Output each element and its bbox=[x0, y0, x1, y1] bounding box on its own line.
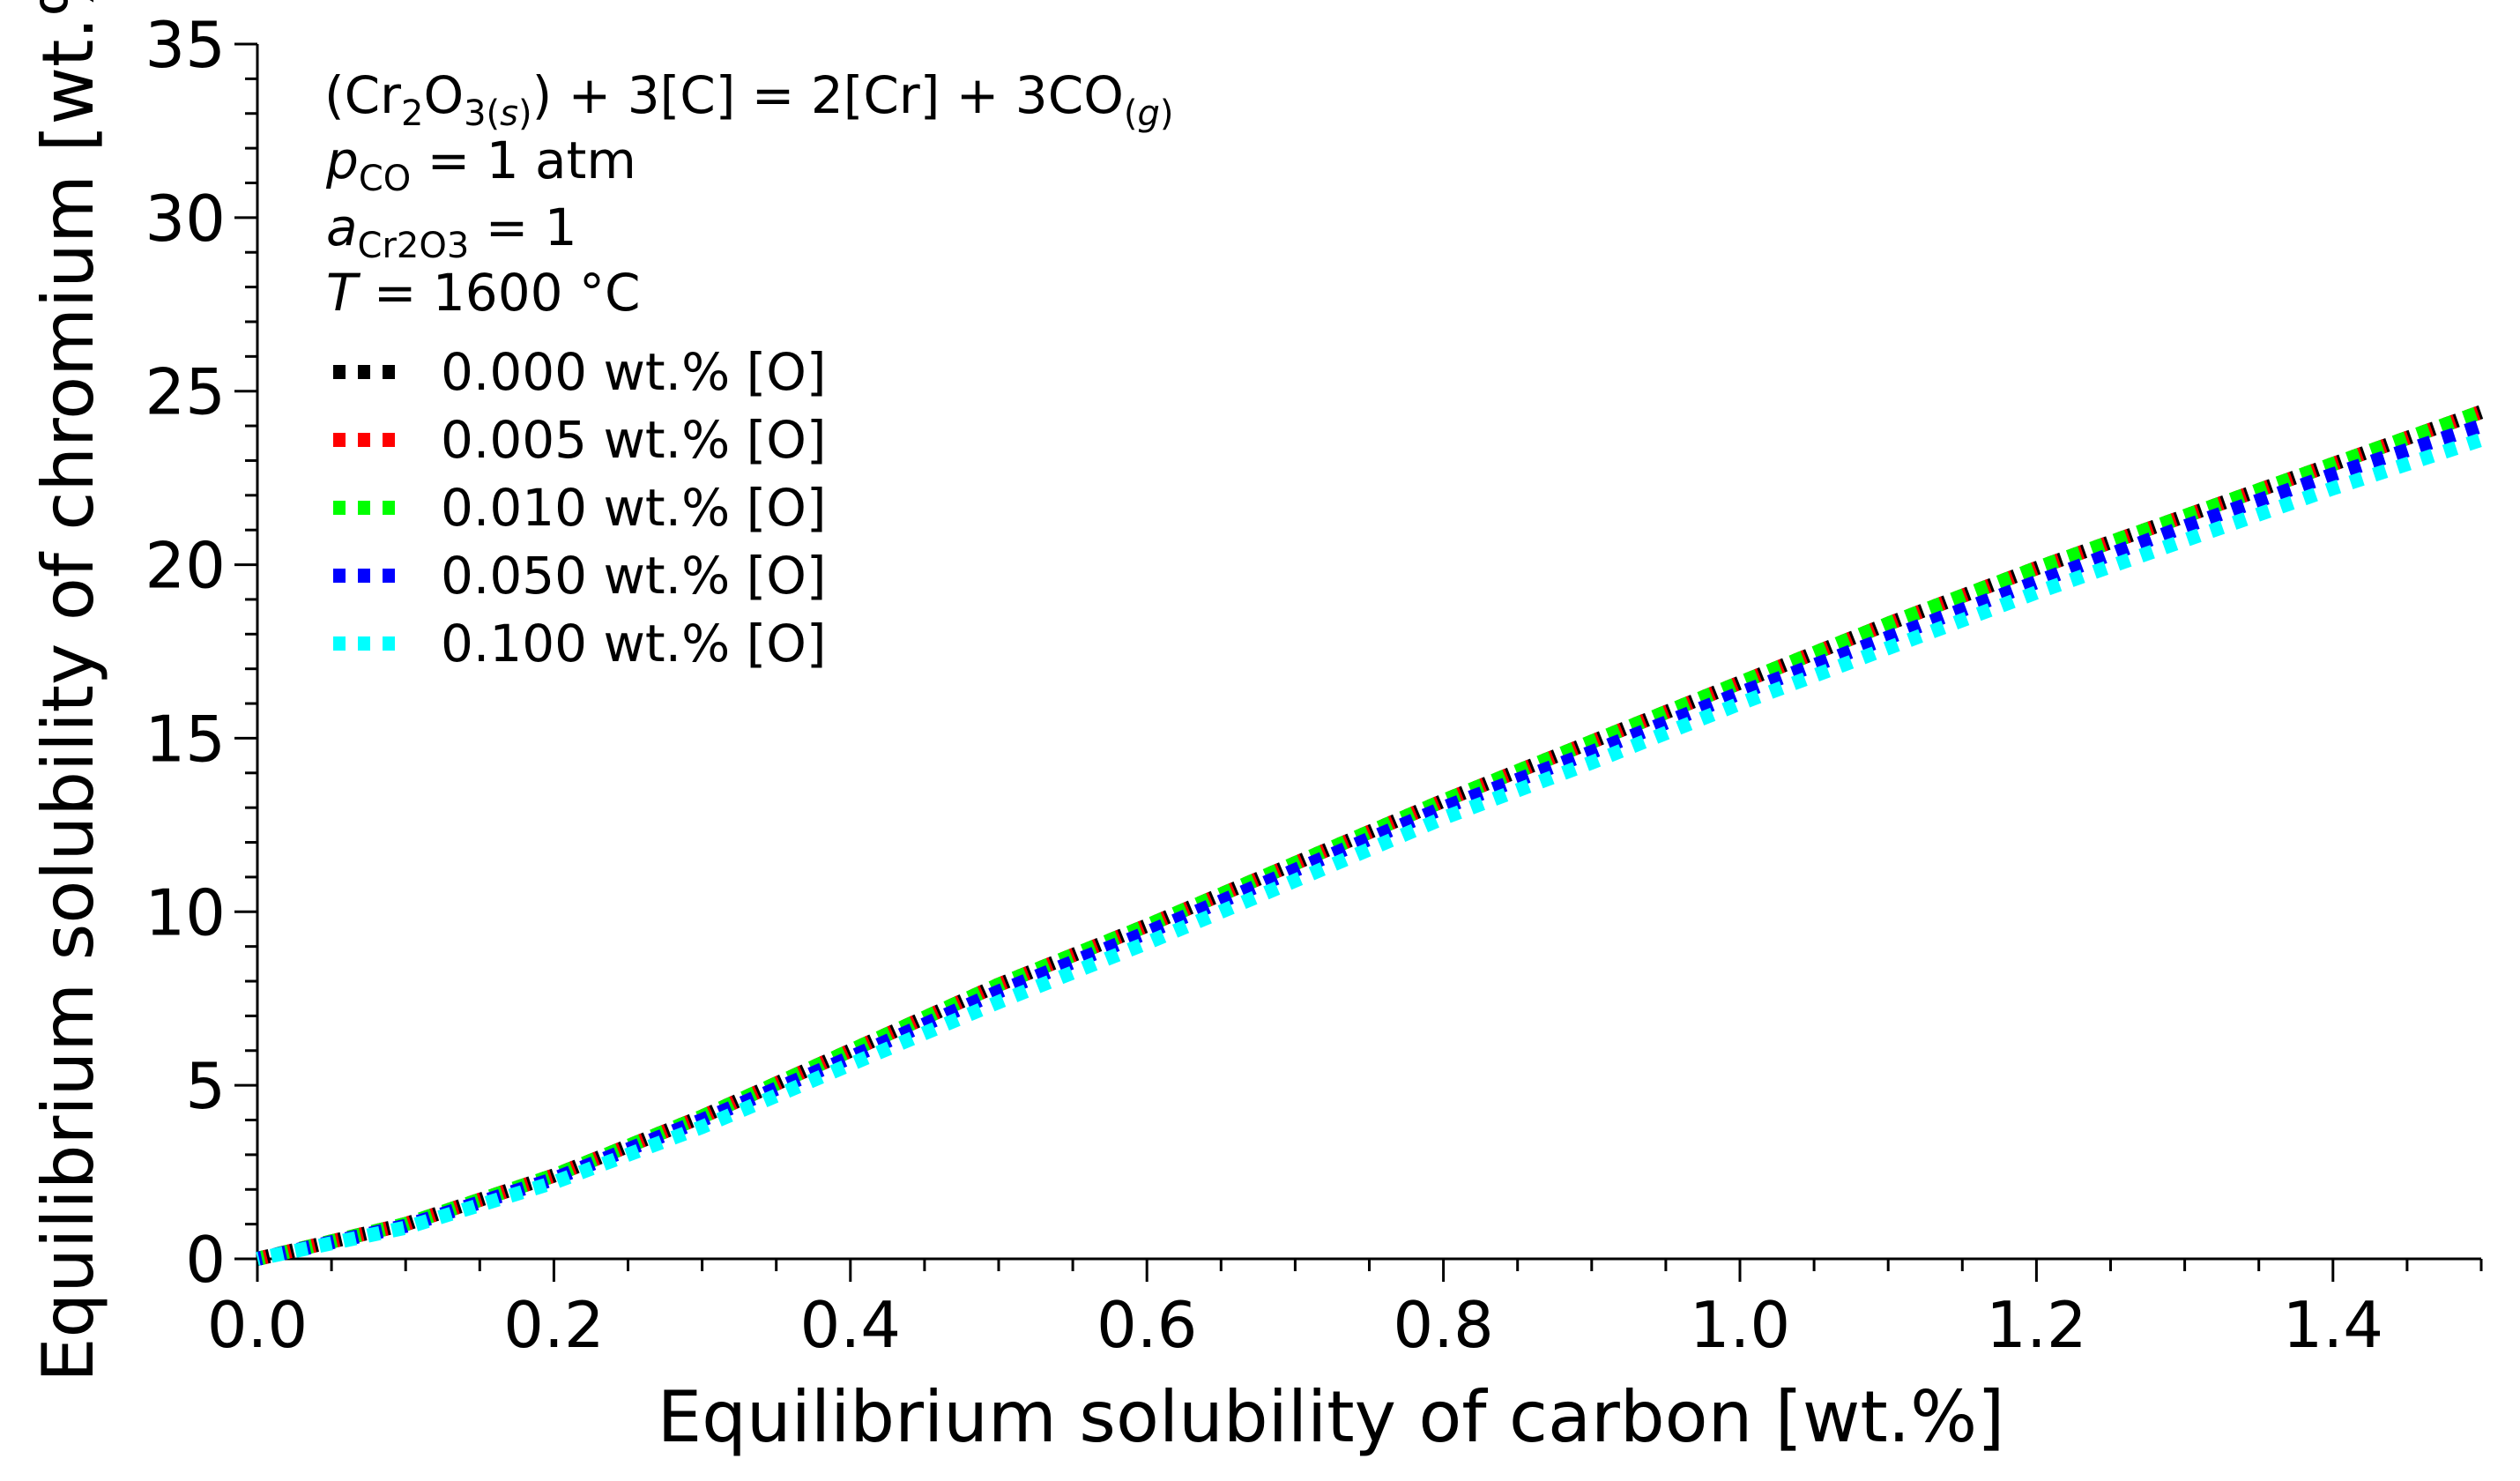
legend-entry: 0.050 wt.% [O] bbox=[333, 546, 827, 606]
legend: 0.000 wt.% [O] 0.005 wt.% [O] 0.010 wt.%… bbox=[333, 342, 827, 674]
y-tick-label: 30 bbox=[145, 182, 226, 256]
legend-label: 0.000 wt.% [O] bbox=[441, 342, 827, 402]
x-tick-label: 0.0 bbox=[207, 1288, 308, 1362]
ticks bbox=[234, 42, 2483, 1282]
legend-entry: 0.010 wt.% [O] bbox=[333, 478, 827, 538]
x-tick-label: 1.4 bbox=[2283, 1288, 2384, 1362]
reaction-equation: (Cr2O3(s)) + 3[C] = 2[Cr] + 3CO(g) bbox=[324, 65, 1173, 134]
y-tick-label: 20 bbox=[145, 529, 226, 603]
y-tick-label: 0 bbox=[185, 1223, 226, 1297]
series-line bbox=[256, 405, 2484, 1266]
pco-annotation: pCO = 1 atm bbox=[325, 130, 636, 199]
temperature-annotation: T = 1600 °C bbox=[326, 263, 640, 323]
legend-label: 0.100 wt.% [O] bbox=[441, 614, 827, 674]
x-tick-label: 0.4 bbox=[800, 1288, 902, 1362]
x-tick-label: 0.2 bbox=[503, 1288, 605, 1362]
x-tick-label: 1.0 bbox=[1690, 1288, 1791, 1362]
x-axis-label: Equilibrium solubility of carbon [wt.%] bbox=[658, 1376, 2005, 1458]
y-tick-label: 15 bbox=[145, 702, 226, 776]
legend-label: 0.005 wt.% [O] bbox=[441, 410, 827, 470]
legend-label: 0.010 wt.% [O] bbox=[441, 478, 827, 538]
legend-label: 0.050 wt.% [O] bbox=[441, 546, 827, 606]
legend-entry: 0.000 wt.% [O] bbox=[333, 342, 827, 402]
tick-labels: 0 5 10 15 20 25 30 35 0.0 0.2 0.4 0.6 0.8 1.0 1.2 1.4 bbox=[145, 8, 2383, 1362]
x-tick-label: 0.8 bbox=[1393, 1288, 1494, 1362]
legend-entry: 0.100 wt.% [O] bbox=[333, 614, 827, 674]
annotation-block: (Cr2O3(s)) + 3[C] = 2[Cr] + 3CO(g) pCO =… bbox=[324, 65, 1173, 323]
x-tick-label: 1.2 bbox=[1986, 1288, 2087, 1362]
x-tick-label: 0.6 bbox=[1096, 1288, 1198, 1362]
y-tick-label: 5 bbox=[185, 1049, 226, 1123]
y-tick-label: 25 bbox=[145, 355, 226, 429]
y-tick-label: 35 bbox=[145, 8, 226, 82]
legend-entry: 0.005 wt.% [O] bbox=[333, 410, 827, 470]
activity-annotation: aCr2O3 = 1 bbox=[326, 197, 577, 266]
y-tick-label: 10 bbox=[145, 875, 226, 949]
series-lines bbox=[256, 405, 2484, 1266]
y-axis-label: Equilibrium solubility of chromium [wt.%… bbox=[27, 0, 109, 1382]
series-line bbox=[256, 433, 2484, 1266]
